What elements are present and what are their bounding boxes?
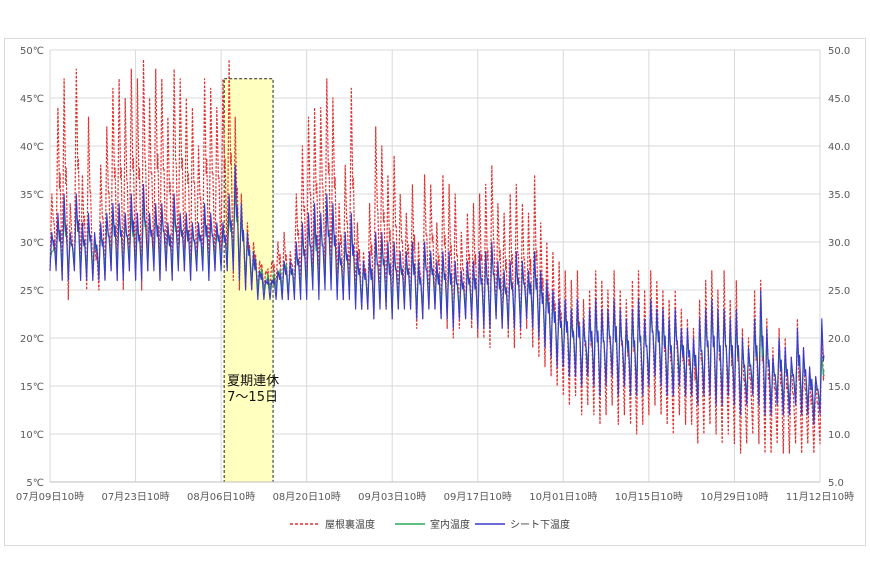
y-right-tick-label: 50.0 — [828, 46, 850, 57]
annotation-line: 7～15日 — [227, 390, 278, 405]
x-tick-label: 10月29日10時 — [700, 491, 768, 503]
y-left-tick-label: 40℃ — [20, 142, 44, 153]
y-right-tick-label: 10.0 — [828, 430, 850, 441]
legend-label: 室内温度 — [430, 518, 470, 531]
x-tick-label: 07月09日10時 — [16, 491, 84, 503]
annotation-line: 夏期連休 — [227, 374, 279, 389]
y-right-tick-label: 5.0 — [828, 478, 844, 489]
y-left-tick-label: 35℃ — [20, 190, 44, 201]
x-tick-label: 10月01日10時 — [529, 491, 597, 503]
y-left-tick-label: 20℃ — [20, 334, 44, 345]
y-right-tick-label: 25.0 — [828, 286, 850, 297]
series-line-3 — [49, 164, 825, 425]
x-tick-label: 08月06日10時 — [187, 491, 255, 503]
x-tick-label: 09月03日10時 — [358, 491, 426, 503]
axes: 5℃ 5.0 10℃ 10.0 15℃ 15.0 20℃ 20.0 25℃ 25.0 30℃ 30.0… — [16, 46, 854, 503]
y-left-tick-label: 15℃ — [20, 382, 44, 393]
legend-label: 屋根裏温度 — [325, 518, 375, 531]
x-tick-label: 11月12日10時 — [786, 491, 854, 503]
y-right-tick-label: 30.0 — [828, 238, 850, 249]
y-right-tick-label: 20.0 — [828, 334, 850, 345]
series-lines — [49, 59, 825, 454]
y-left-tick-label: 5℃ — [26, 478, 44, 489]
y-right-tick-label: 35.0 — [828, 190, 850, 201]
x-tick-label: 09月17日10時 — [444, 491, 512, 503]
y-left-tick-label: 50℃ — [20, 46, 44, 57]
x-tick-label: 10月15日10時 — [615, 491, 683, 503]
legend: 屋根裏温度 室内温度 シート下温度 — [290, 518, 570, 531]
y-right-tick-label: 45.0 — [828, 94, 850, 105]
x-tick-label: 08月20日10時 — [273, 491, 341, 503]
y-left-tick-label: 25℃ — [20, 286, 44, 297]
y-left-tick-label: 30℃ — [20, 238, 44, 249]
y-right-tick-label: 15.0 — [828, 382, 850, 393]
x-tick-label: 07月23日10時 — [101, 491, 169, 503]
y-left-tick-label: 10℃ — [20, 430, 44, 441]
y-left-tick-label: 45℃ — [20, 94, 44, 105]
series-line-1 — [49, 59, 825, 454]
y-right-tick-label: 40.0 — [828, 142, 850, 153]
legend-label: シート下温度 — [510, 518, 570, 531]
